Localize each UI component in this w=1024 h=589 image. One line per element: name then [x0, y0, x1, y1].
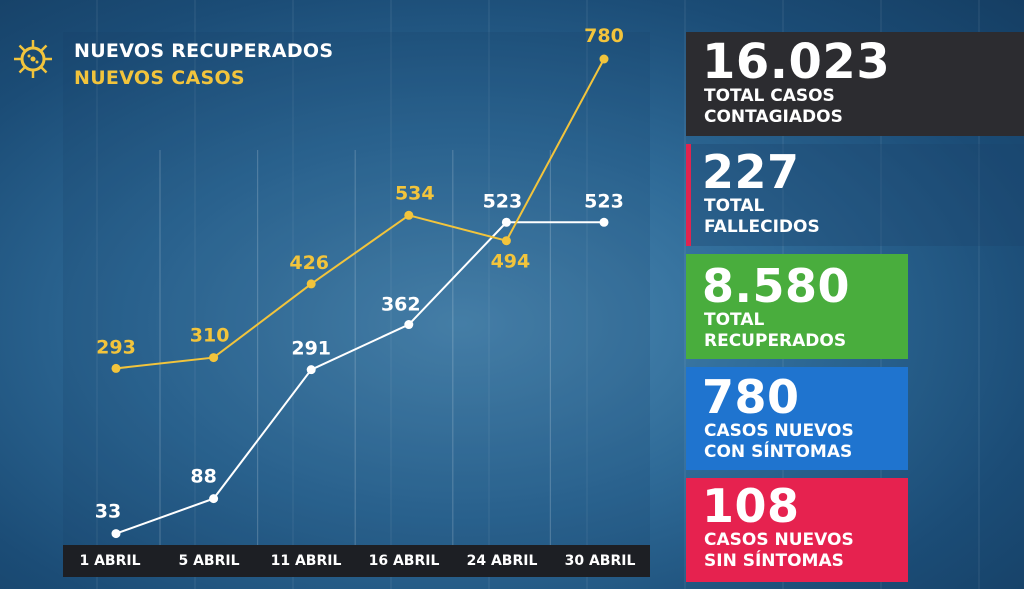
data-point: [209, 494, 219, 504]
stat-label: CASOS NUEVOS: [704, 530, 854, 550]
data-label: 88: [190, 466, 216, 488]
stat-value: 16.023: [702, 34, 891, 90]
data-label: 293: [96, 336, 136, 358]
stat-value: 108: [702, 479, 800, 533]
data-point: [306, 365, 316, 375]
data-label: 523: [584, 190, 624, 212]
stat-casos-sin-sintomas: 108 CASOS NUEVOS SIN SÍNTOMAS: [686, 478, 908, 582]
series-line: [115, 221, 604, 535]
data-label: 426: [289, 252, 329, 274]
data-point: [501, 217, 511, 227]
data-point: [501, 236, 511, 246]
x-tick-label: 11 ABRIL: [270, 553, 342, 569]
data-label: 494: [491, 251, 531, 273]
data-point: [404, 210, 414, 220]
stat-label: TOTAL: [704, 196, 765, 216]
data-label: 534: [395, 182, 435, 204]
virus-icon: [14, 40, 52, 78]
x-tick-label: 30 ABRIL: [564, 553, 636, 569]
x-tick-label: 1 ABRIL: [79, 553, 141, 569]
x-axis-bar: 1 ABRIL 5 ABRIL 11 ABRIL 16 ABRIL 24 ABR…: [63, 545, 650, 577]
chart-legend: NUEVOS RECUPERADOS NUEVOS CASOS: [74, 38, 333, 92]
legend-recovered: NUEVOS RECUPERADOS: [74, 40, 334, 62]
data-point: [111, 529, 121, 539]
data-point: [599, 217, 609, 227]
data-label: 780: [584, 25, 624, 47]
stat-label: RECUPERADOS: [704, 331, 847, 351]
stat-total-fallecidos: 227 TOTAL FALLECIDOS: [686, 144, 1024, 246]
stat-label: CONTAGIADOS: [704, 107, 843, 127]
stat-label: SIN SÍNTOMAS: [704, 551, 844, 571]
data-point: [111, 363, 121, 373]
stat-total-contagiados: 16.023 TOTAL CASOS CONTAGIADOS: [686, 32, 1024, 136]
x-tick-label: 16 ABRIL: [368, 553, 440, 569]
stat-label: CON SÍNTOMAS: [704, 442, 853, 462]
data-point: [404, 320, 414, 330]
data-label: 362: [381, 294, 421, 316]
x-tick-label: 5 ABRIL: [178, 553, 240, 569]
data-point: [599, 54, 609, 64]
stat-label: TOTAL CASOS: [704, 86, 835, 106]
data-point: [306, 279, 316, 289]
data-point: [209, 353, 219, 363]
stat-label: FALLECIDOS: [704, 217, 820, 237]
x-tick-label: 24 ABRIL: [466, 553, 538, 569]
stat-label: TOTAL: [704, 310, 765, 330]
stat-value: 8.580: [702, 259, 851, 313]
chart-panel: [63, 32, 650, 577]
stat-casos-con-sintomas: 780 CASOS NUEVOS CON SÍNTOMAS: [686, 367, 908, 470]
legend-cases: NUEVOS CASOS: [74, 67, 245, 89]
series-line: [115, 58, 605, 370]
stat-total-recuperados: 8.580 TOTAL RECUPERADOS: [686, 254, 908, 359]
stat-value: 780: [702, 370, 800, 424]
data-label: 310: [190, 325, 230, 347]
stat-label: CASOS NUEVOS: [704, 421, 854, 441]
stat-value: 227: [702, 145, 800, 199]
data-label: 291: [291, 338, 331, 360]
data-label: 33: [95, 501, 121, 523]
data-label: 523: [483, 190, 523, 212]
